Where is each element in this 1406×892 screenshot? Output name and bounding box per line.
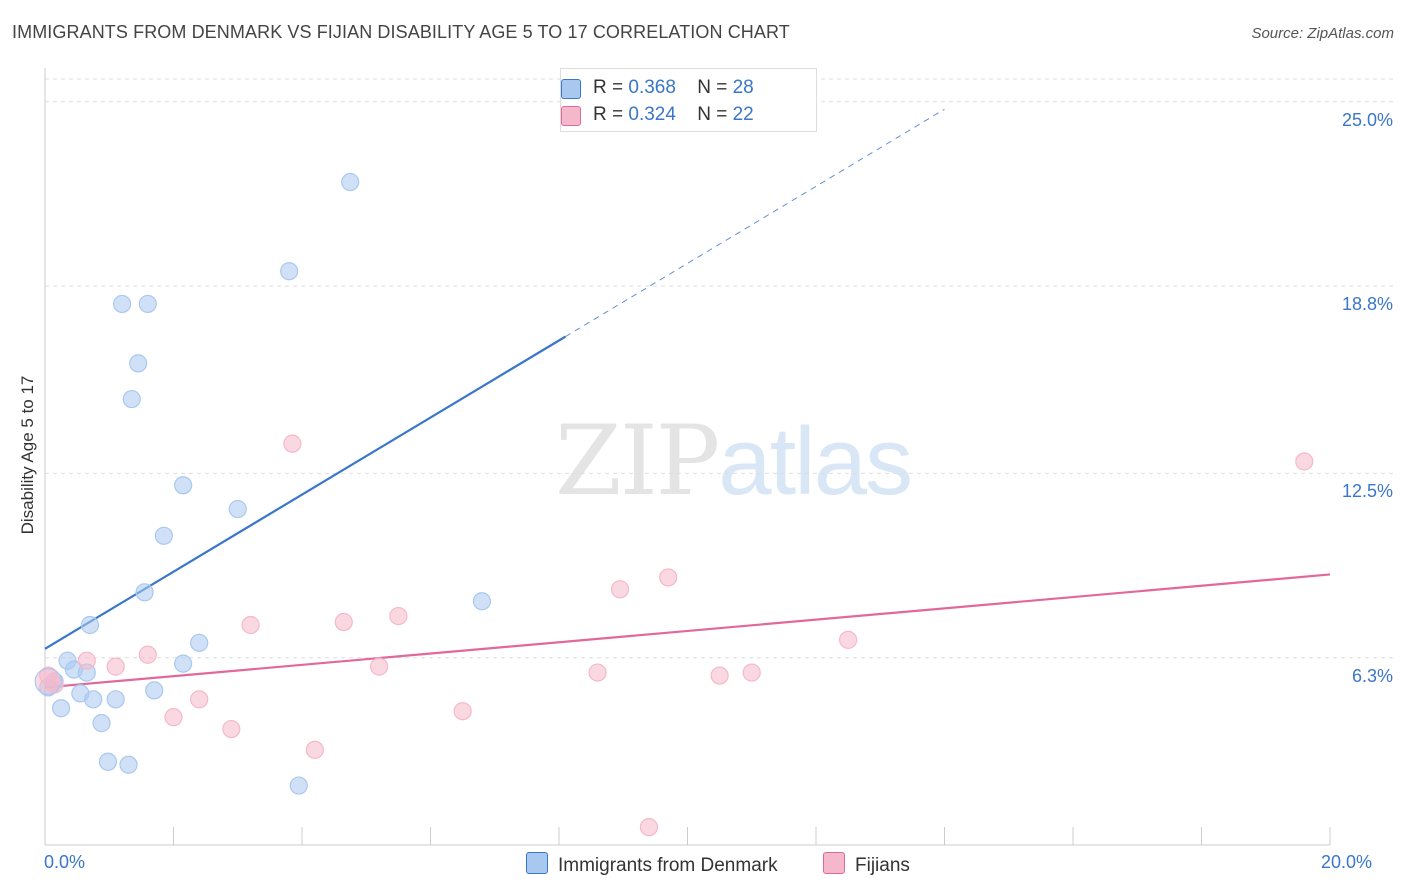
legend-r-value: 0.368 — [628, 77, 676, 98]
point-fijians — [742, 663, 761, 682]
point-fijians — [610, 580, 630, 599]
y-tick-label: 6.3% — [1351, 665, 1393, 686]
point-fijians — [588, 663, 607, 682]
point-denmark — [190, 633, 209, 652]
trend-line-denmark-extension — [565, 108, 945, 338]
point-fijians — [710, 666, 729, 685]
point-fijians — [283, 434, 302, 453]
point-denmark — [135, 583, 154, 602]
point-fijians — [1295, 452, 1314, 471]
watermark: ZIPatlas — [555, 405, 913, 517]
trend-lines — [44, 108, 1331, 689]
point-denmark — [280, 262, 299, 281]
point-fijians — [659, 568, 678, 587]
point-denmark — [472, 592, 491, 611]
point-fijians — [334, 612, 353, 632]
y-tick-label: 25.0% — [1341, 109, 1393, 130]
x-tick-min: 0.0% — [44, 852, 86, 872]
point-denmark — [341, 172, 360, 192]
grid-lines — [45, 78, 1395, 659]
bottom-legend-swatch-denmark — [526, 852, 548, 874]
y-tick-label: 18.8% — [1341, 294, 1393, 315]
point-denmark — [122, 389, 141, 409]
point-denmark — [119, 755, 138, 774]
point-fijians — [241, 615, 260, 635]
bottom-legend-fijians[interactable]: Fijians — [823, 852, 910, 877]
point-denmark — [145, 681, 164, 700]
point-fijians — [190, 690, 209, 709]
legend-row-denmark: R = 0.368 N = 28 — [561, 77, 754, 99]
legend-r-value: 0.324 — [628, 104, 676, 125]
point-denmark — [80, 615, 100, 635]
point-denmark — [51, 699, 71, 718]
y-tick-label: 12.5% — [1341, 481, 1393, 502]
bottom-legend-label-fijians: Fijians — [855, 855, 910, 876]
x-tick-max: 20.0% — [1321, 852, 1373, 872]
point-fijians — [389, 606, 408, 626]
trend-line-denmark — [44, 335, 566, 650]
point-fijians — [305, 740, 324, 759]
point-denmark — [92, 714, 111, 733]
point-fijians — [370, 657, 389, 676]
legend-r-label: R = — [593, 104, 624, 125]
bottom-legend-label-denmark: Immigrants from Denmark — [558, 855, 778, 876]
point-denmark — [129, 354, 148, 373]
point-fijians — [453, 702, 472, 721]
point-denmark — [174, 476, 193, 495]
point-denmark — [228, 499, 247, 519]
correlation-legend: R = 0.368 N = 28 R = 0.324 N = 22 — [560, 68, 817, 132]
legend-n-value: 22 — [732, 104, 754, 125]
bottom-legend-swatch-fijians — [823, 852, 845, 874]
point-denmark — [289, 776, 308, 795]
point-denmark — [98, 752, 118, 771]
watermark-zip: ZIP — [555, 405, 720, 517]
point-fijians — [77, 651, 96, 670]
axes — [44, 68, 1331, 846]
point-fijians — [164, 708, 183, 727]
point-fijians — [839, 630, 858, 649]
point-denmark — [84, 690, 103, 709]
trend-line-fijians — [44, 573, 1331, 689]
chart-title: IMMIGRANTS FROM DENMARK VS FIJIAN DISABI… — [12, 22, 790, 42]
point-cluster-origin — [34, 667, 62, 696]
legend-swatch-fijians — [561, 106, 581, 126]
legend-n-label: N = — [697, 77, 728, 98]
point-fijians — [106, 657, 125, 676]
legend-swatch-denmark — [561, 79, 581, 99]
point-denmark — [154, 526, 173, 545]
data-points — [34, 172, 1314, 837]
point-fijians — [639, 818, 659, 837]
point-fijians — [222, 719, 241, 739]
legend-n-label: N = — [697, 104, 728, 125]
point-fijians — [138, 645, 157, 664]
point-denmark — [106, 690, 125, 709]
source-label: Source: ZipAtlas.com — [1251, 25, 1394, 42]
point-denmark — [174, 654, 193, 673]
point-denmark — [112, 294, 132, 314]
point-denmark — [138, 294, 157, 314]
watermark-atlas: atlas — [718, 408, 913, 515]
legend-r-label: R = — [593, 77, 624, 98]
bottom-legend-denmark[interactable]: Immigrants from Denmark — [526, 852, 778, 877]
legend-n-value: 28 — [732, 77, 754, 98]
legend-row-fijians: R = 0.324 N = 22 — [561, 104, 754, 126]
